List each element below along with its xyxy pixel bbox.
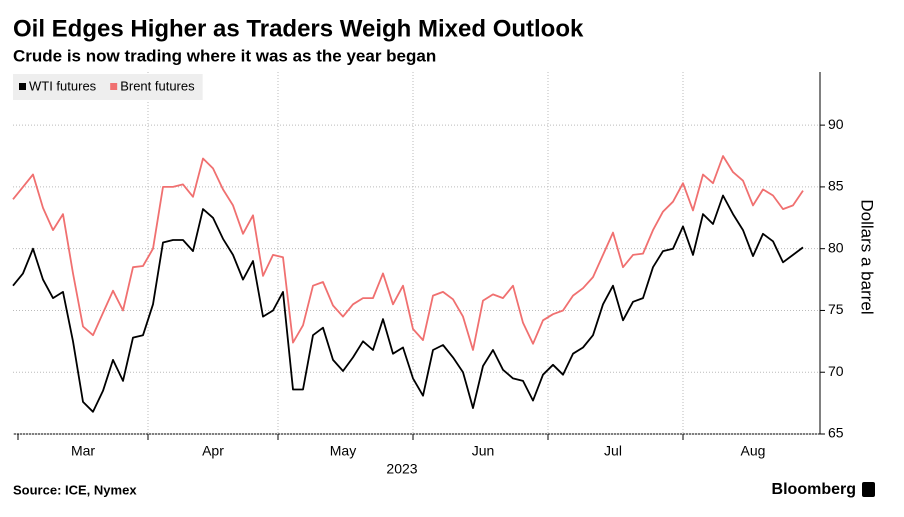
x-tick-label: May [330,443,356,459]
series-line [12,194,804,413]
x-tick-label: Jul [604,443,622,459]
legend-label: WTI futures [29,78,97,93]
x-tick-label: Aug [741,443,766,459]
x-tick-label: Mar [71,443,95,459]
legend-swatch [19,83,26,90]
brand: Bloomberg [772,481,856,498]
chart-subtitle: Crude is now trading where it was as the… [13,46,436,65]
chart-title: Oil Edges Higher as Traders Weigh Mixed … [13,15,584,42]
legend-box [13,74,203,100]
legend-swatch [110,83,118,90]
y-tick-label: 65 [828,425,844,441]
x-axis-label: 2023 [386,461,417,477]
y-tick-label: 90 [828,116,844,132]
x-tick-label: Apr [202,443,224,459]
y-tick-label: 80 [828,239,844,255]
y-tick-label: 85 [828,178,844,194]
legend-label: Brent futures [120,78,195,93]
brand-icon [862,482,875,497]
x-tick-label: Jun [472,443,495,459]
source: Source: ICE, Nymex [13,482,137,497]
y-tick-label: 70 [828,363,844,379]
series-line [12,155,804,351]
y-tick-label: 75 [828,301,844,317]
y-axis-label: Dollars a barrel [858,199,877,314]
